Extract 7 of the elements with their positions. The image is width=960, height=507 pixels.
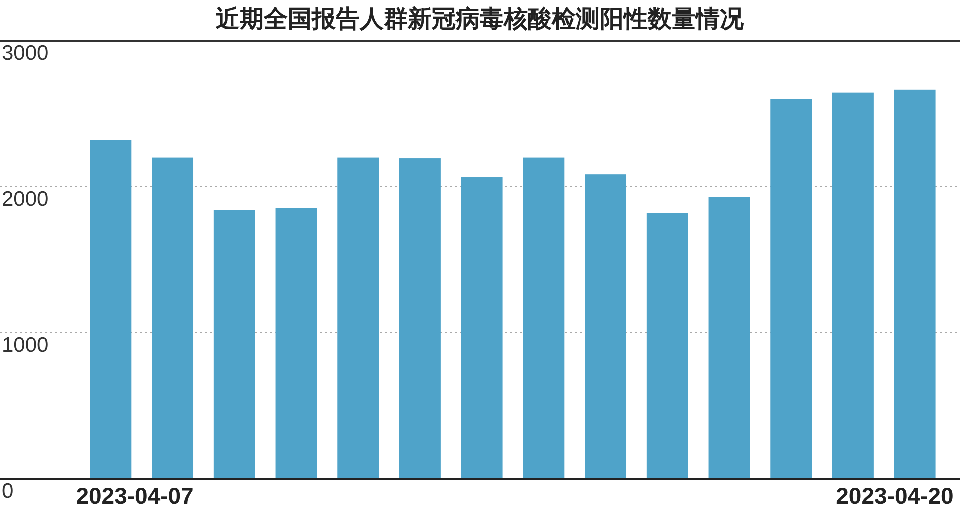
x-tick-label: 2023-04-07	[76, 483, 194, 507]
y-tick-label: 3000	[2, 42, 49, 65]
y-tick-label: 1000	[2, 334, 49, 357]
x-tick-label: 2023-04-20	[836, 483, 954, 507]
y-tick-label: 0	[2, 480, 14, 503]
chart-title: 近期全国报告人群新冠病毒核酸检测阳性数量情况	[216, 5, 745, 33]
y-tick-label: 2000	[2, 188, 49, 211]
